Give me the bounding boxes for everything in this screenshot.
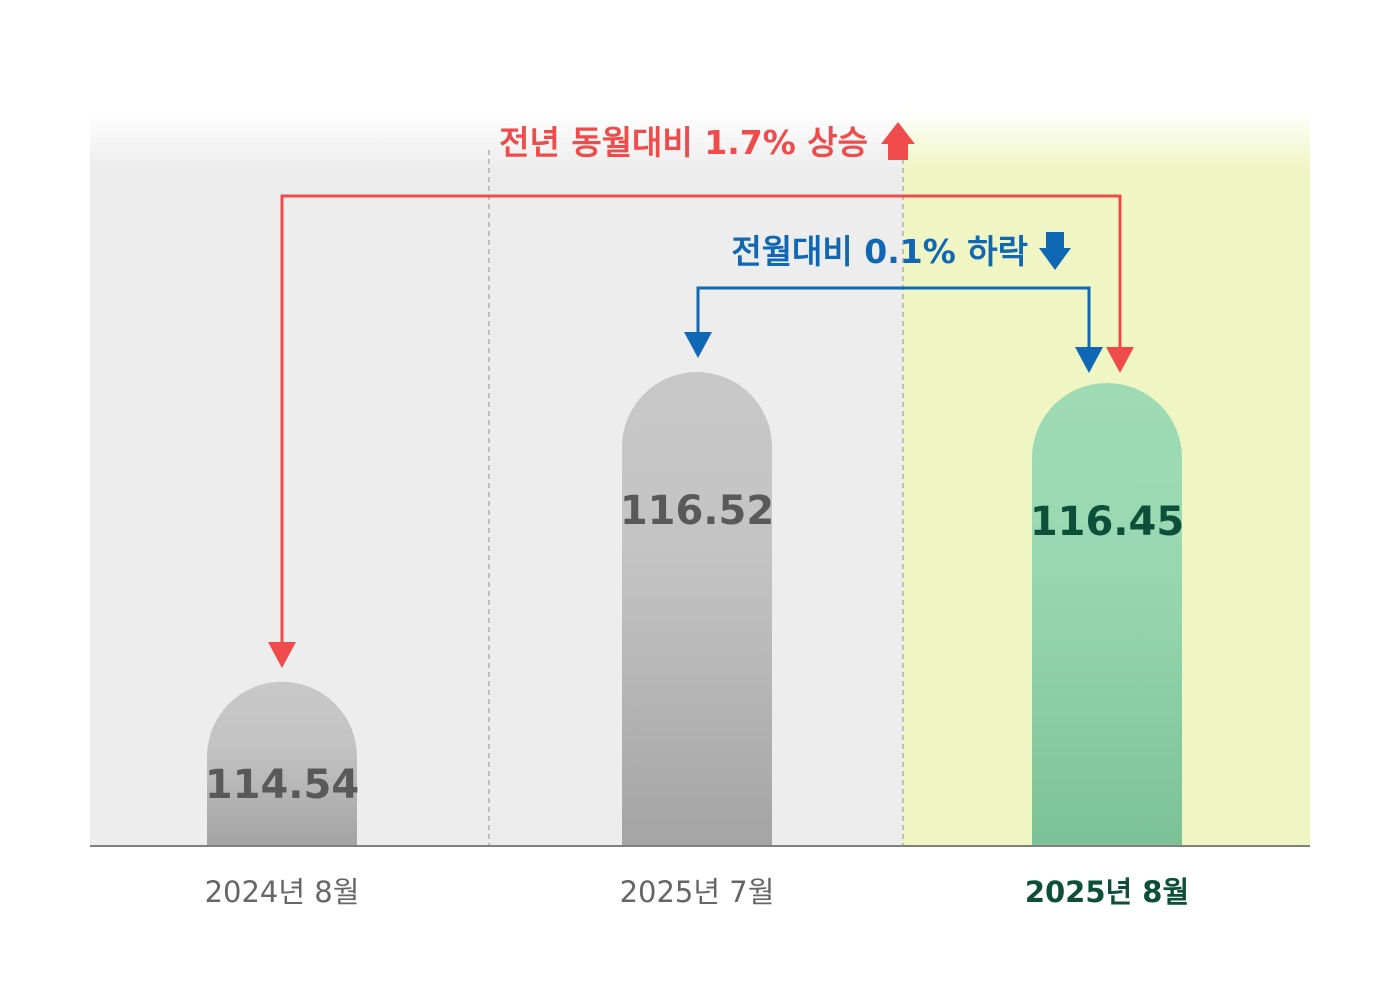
mom-arrowhead-right <box>1075 347 1103 373</box>
yoy-arrowhead-right <box>1106 347 1134 373</box>
mom-annotation: 전월대비 0.1% 하락 <box>731 232 1028 271</box>
category-label-3: 2025년 8월 <box>1025 875 1189 909</box>
yoy-arrowhead-left <box>268 642 296 668</box>
bars-group <box>207 372 1182 846</box>
bar-1 <box>207 681 357 846</box>
value-label-3: 116.45 <box>1030 499 1184 545</box>
bar-2 <box>622 372 772 846</box>
category-labels-group: 2024년 8월 2025년 7월 2025년 8월 <box>205 875 1190 909</box>
category-label-1: 2024년 8월 <box>205 875 360 909</box>
mom-arrowhead-left <box>684 332 712 358</box>
category-label-2: 2025년 7월 <box>620 875 775 909</box>
yoy-annotation: 전년 동월대비 1.7% 상승 <box>499 123 868 162</box>
value-label-2: 116.52 <box>620 488 774 534</box>
mom-connector <box>684 286 1103 373</box>
yoy-connector <box>268 194 1134 668</box>
up-arrow-icon <box>881 122 915 160</box>
down-arrow-icon <box>1039 232 1071 270</box>
value-label-1: 114.54 <box>205 762 359 808</box>
value-labels-group: 114.54 116.52 116.45 <box>205 488 1184 808</box>
bar-3 <box>1032 382 1182 846</box>
